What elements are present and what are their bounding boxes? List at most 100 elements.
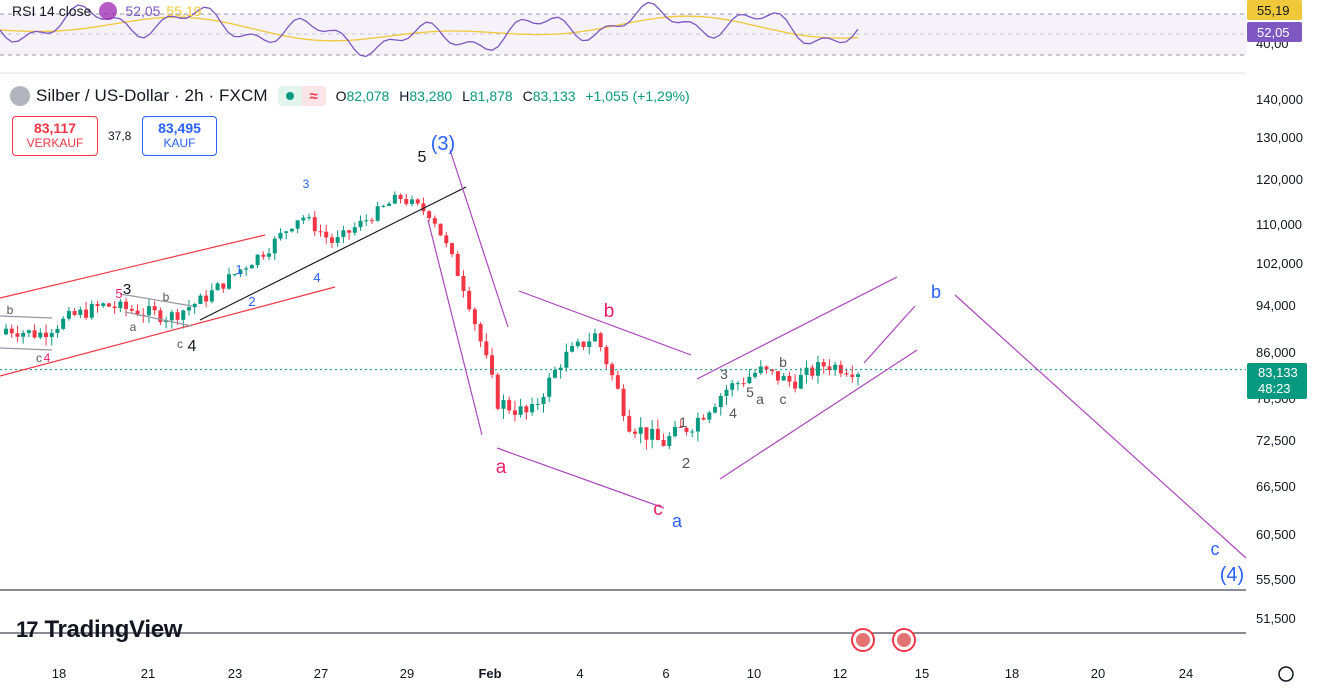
indicator-settings-icon[interactable]	[99, 2, 118, 20]
candle	[227, 274, 232, 289]
last-price-text: 83,133	[1258, 365, 1298, 380]
candle	[387, 203, 392, 206]
y-tick-label: 140,000	[1256, 92, 1303, 107]
candle	[44, 332, 49, 338]
candle	[581, 341, 586, 347]
y-tick-label: 72,500	[1256, 433, 1296, 448]
wave-label: c	[1211, 539, 1220, 559]
x-tick-label: 18	[1005, 666, 1019, 681]
rsi-legend[interactable]: RSI 14 close 52,05 55,19	[12, 2, 201, 20]
candle	[369, 220, 374, 222]
candle	[261, 254, 266, 257]
y-tick-label: 102,000	[1256, 256, 1303, 271]
candle	[272, 238, 277, 254]
candle	[667, 436, 672, 446]
candle	[804, 367, 809, 375]
candle	[535, 404, 540, 406]
wave-label: 4	[44, 351, 51, 365]
candle	[381, 205, 386, 207]
candle	[307, 217, 312, 219]
candle	[15, 333, 20, 337]
wave-label: 4	[313, 270, 320, 285]
candle	[158, 310, 163, 323]
candle	[787, 375, 792, 382]
rsi-line	[0, 1, 859, 58]
candle	[655, 428, 660, 441]
wave-label: a	[130, 320, 137, 334]
trend-line	[124, 311, 193, 327]
candle	[26, 330, 31, 333]
candle	[718, 395, 723, 407]
rsi-ma-value: 55,19	[166, 3, 202, 19]
wave-label: c	[653, 499, 663, 520]
candle	[375, 206, 380, 221]
rsi-value-badge	[1247, 22, 1302, 42]
candle	[324, 231, 329, 238]
rsi-ma-badge-text: 55,19	[1257, 3, 1290, 18]
wave-label: 2	[248, 294, 255, 309]
settings-icon	[1278, 666, 1294, 682]
y-tick-label: 86,000	[1256, 345, 1296, 360]
rsi-value-badge-text: 52,05	[1257, 25, 1290, 40]
candle	[267, 253, 272, 257]
candle	[621, 388, 626, 417]
candle	[106, 303, 111, 307]
candle	[209, 290, 214, 302]
x-tick-label: 12	[833, 666, 847, 681]
candle	[312, 217, 317, 232]
candle	[444, 235, 449, 244]
x-tick-label: 21	[141, 666, 155, 681]
candle	[587, 341, 592, 347]
candle	[753, 373, 758, 377]
buy-button[interactable]: 83,495 KAUF	[142, 116, 217, 156]
us-flag-icon	[897, 633, 911, 647]
trend-line	[518, 290, 692, 356]
candle	[661, 440, 666, 446]
wave-label: a	[756, 391, 764, 407]
candle	[450, 243, 455, 255]
wave-label: 2	[682, 455, 690, 472]
candle	[507, 400, 512, 411]
candle	[198, 295, 203, 304]
candle	[650, 428, 655, 440]
x-tick-label: 10	[747, 666, 761, 681]
candle	[432, 218, 437, 224]
market-open-icon[interactable]	[277, 86, 302, 106]
sell-price: 83,117	[33, 120, 77, 136]
candle	[95, 303, 100, 306]
candle	[610, 364, 615, 376]
candle	[798, 374, 803, 389]
candle	[9, 328, 14, 334]
tradingview-logo[interactable]: 17 TradingView	[16, 616, 182, 644]
rsi-ma-line	[0, 15, 859, 42]
sell-button[interactable]: 83,117 VERKAUF	[12, 116, 98, 156]
trend-line	[954, 294, 1247, 559]
countdown-text: 48:23	[1258, 381, 1291, 396]
spread-value: 37,8	[108, 129, 132, 143]
candle	[673, 426, 678, 437]
y-tick-label: 130,000	[1256, 130, 1303, 145]
wave-label: 3	[303, 177, 310, 191]
candle	[318, 231, 323, 233]
wave-label: b	[163, 290, 170, 304]
wave-label: c	[36, 351, 42, 365]
candle	[175, 312, 180, 320]
wave-label: 4	[188, 338, 197, 355]
candle	[735, 383, 740, 385]
candle	[690, 431, 695, 433]
symbol-title[interactable]: Silber / US-Dollar · 2h · FXCM	[36, 86, 268, 105]
candle	[724, 389, 729, 396]
candle	[301, 217, 306, 221]
wave-indicator-icon[interactable]: ≈	[301, 86, 326, 106]
rsi-pane	[0, 0, 1246, 56]
wave-label: 3	[123, 281, 131, 298]
candle	[741, 383, 746, 385]
wave-label: (3)	[431, 133, 455, 155]
candle	[66, 311, 71, 319]
wave-label: c	[780, 391, 787, 407]
y-tick-label: 120,000	[1256, 172, 1303, 187]
x-tick-label: 29	[400, 666, 414, 681]
candle	[781, 375, 786, 381]
candle	[398, 194, 403, 199]
